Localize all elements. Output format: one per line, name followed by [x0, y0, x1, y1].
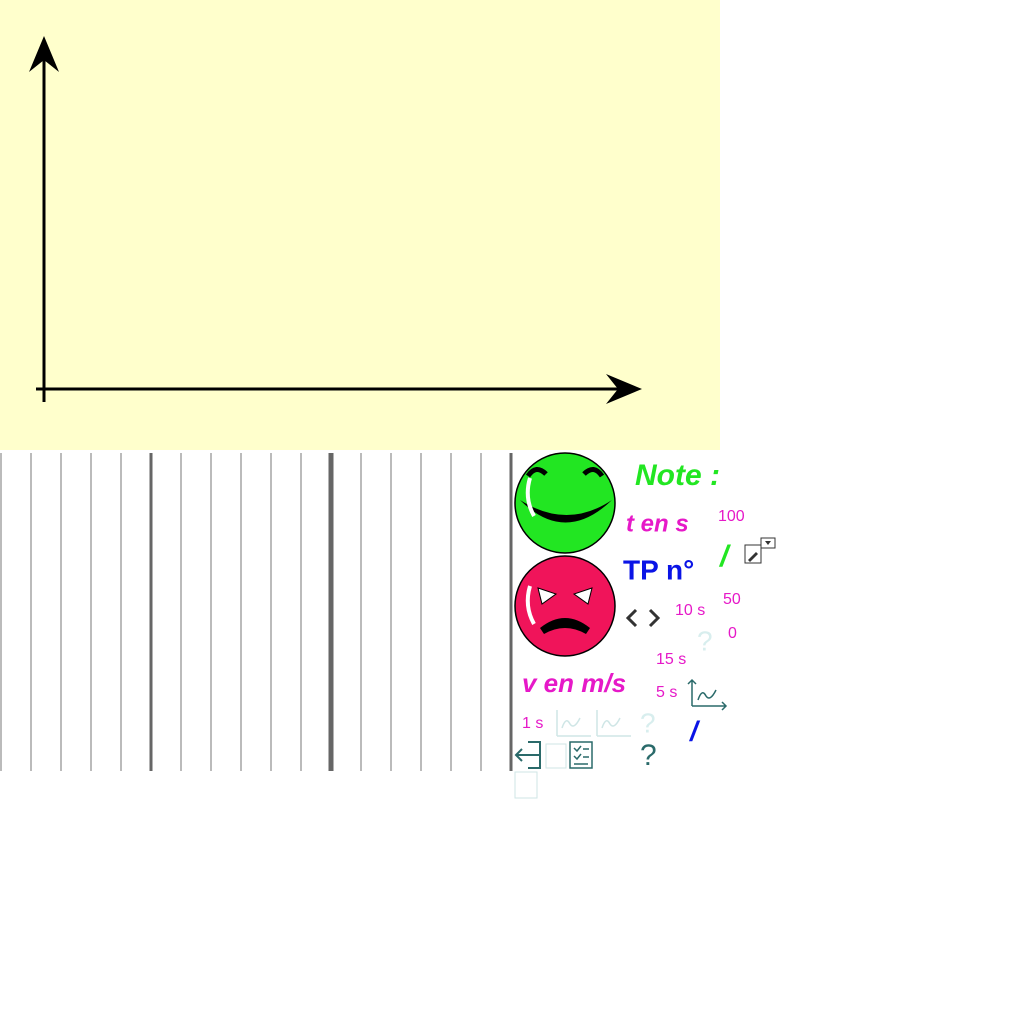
slash: / [718, 540, 731, 573]
help-faded[interactable]: ? [640, 707, 656, 738]
code-icon[interactable] [625, 608, 661, 628]
edit-icon[interactable] [744, 537, 776, 564]
doc-faded[interactable] [545, 743, 567, 769]
time-option[interactable]: 5 s [656, 684, 677, 701]
time-option[interactable]: 15 s [656, 651, 686, 668]
happy-face[interactable] [514, 452, 616, 554]
graph-icons-faded[interactable] [556, 710, 631, 737]
checklist-icon[interactable] [569, 741, 593, 769]
slash: / [688, 715, 701, 746]
doc-faded[interactable] [514, 771, 538, 799]
time-unit: t en s [626, 510, 689, 537]
time-option[interactable]: 1 s [522, 715, 543, 732]
help-button[interactable]: ? [640, 739, 657, 772]
graph-area [0, 0, 720, 450]
help-faded[interactable]: ? [697, 625, 713, 656]
value-option[interactable]: 100 [718, 508, 745, 525]
angry-face[interactable] [514, 555, 616, 657]
note-label: Note : [635, 459, 720, 492]
time-option[interactable]: 10 s [675, 602, 705, 619]
speed-unit: v en m/s [522, 668, 626, 698]
value-option[interactable]: 0 [728, 625, 737, 642]
ruled-grid [0, 453, 513, 771]
value-option[interactable]: 50 [723, 591, 741, 608]
graph-icon[interactable] [687, 678, 728, 711]
exit-icon[interactable] [514, 741, 541, 769]
tp-label: TP n° [623, 554, 694, 585]
